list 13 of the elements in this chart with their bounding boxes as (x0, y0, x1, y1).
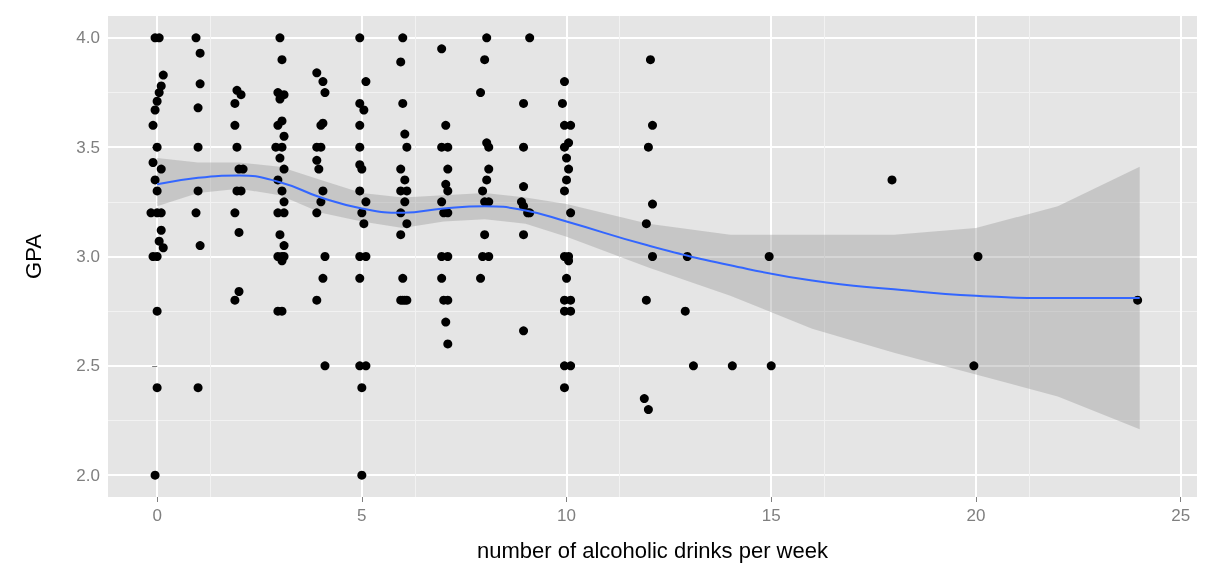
y-tick-label: 2.0 (76, 465, 100, 485)
x-tick-label: 20 (966, 506, 986, 525)
x-tick-label: 10 (557, 506, 576, 525)
x-tick-label: 25 (1171, 506, 1191, 525)
y-tick-label: 4.0 (76, 28, 100, 48)
x-axis-title: number of alcoholic drinks per week (477, 537, 829, 563)
x-tick-label: 0 (152, 506, 162, 525)
y-tick-label: 3.5 (76, 137, 100, 157)
y-axis-title: GPA (20, 233, 46, 279)
x-tick-label: 5 (357, 506, 367, 525)
y-tick-label: 2.5 (76, 356, 100, 376)
x-tick-label: 15 (761, 506, 781, 525)
y-tick-label: 3.0 (76, 247, 100, 266)
